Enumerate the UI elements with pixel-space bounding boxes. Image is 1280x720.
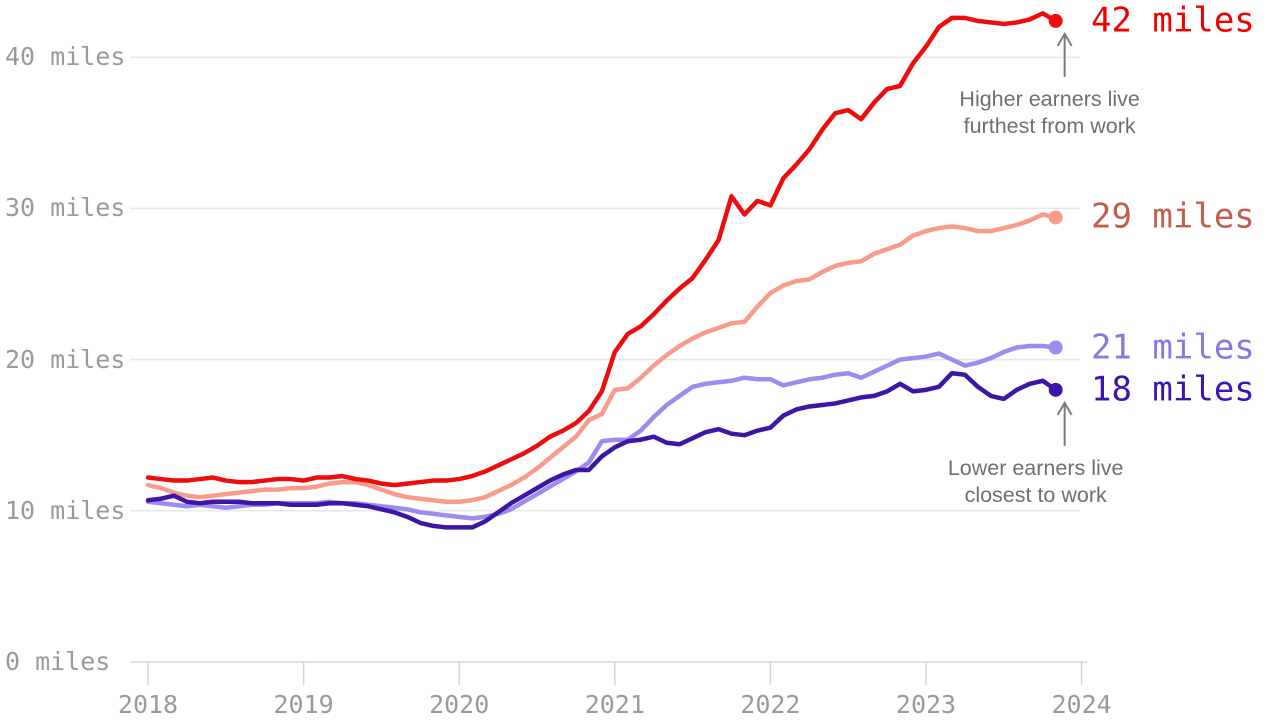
- y-axis-label-0: 0 miles: [5, 647, 111, 676]
- end-dot-lower-middle-earners: [1048, 340, 1063, 355]
- line-upper-middle-earners: [145, 212, 1058, 504]
- x-axis-label-2023: 2023: [895, 690, 957, 719]
- annotation-line: furthest from work: [963, 113, 1136, 138]
- y-axis-label-20: 20 miles: [5, 344, 126, 374]
- annotation-line: Higher earners live: [959, 86, 1140, 111]
- end-label-higher-earners: 42 miles: [1091, 0, 1255, 41]
- x-axis-label-2019: 2019: [273, 690, 334, 719]
- annotation-line: closest to work: [964, 482, 1107, 507]
- line-higher-earners: [145, 11, 1058, 488]
- end-label-lower-earners: 18 miles: [1091, 369, 1255, 410]
- annotation-arrowhead-higher: [1056, 31, 1073, 47]
- end-label-upper-middle-earners: 29 miles: [1091, 196, 1255, 237]
- annotation-arrowhead-lower: [1056, 400, 1073, 416]
- end-label-lower-middle-earners: 21 miles: [1091, 326, 1255, 367]
- end-dot-upper-middle-earners: [1048, 210, 1063, 225]
- end-dot-lower-earners: [1048, 382, 1063, 397]
- annotation-text-lower: Lower earners live closest to work: [866, 455, 1206, 509]
- y-axis-label-40: 40 miles: [5, 42, 126, 72]
- end-dot-higher-earners: [1048, 13, 1063, 28]
- y-axis-label-10: 10 miles: [5, 495, 126, 525]
- x-axis-label-2022: 2022: [740, 690, 801, 719]
- y-axis-label-30: 30 miles: [5, 193, 126, 223]
- x-axis-label-2021: 2021: [584, 690, 645, 719]
- annotation-line: Lower earners live: [947, 455, 1124, 480]
- annotation-text-higher: Higher earners live furthest from work: [880, 86, 1220, 140]
- x-axis-label-2024: 2024: [1051, 690, 1112, 719]
- x-axis-label-2020: 2020: [429, 690, 490, 719]
- line-lower-earners: [145, 370, 1058, 530]
- x-axis-label-2018: 2018: [117, 690, 179, 719]
